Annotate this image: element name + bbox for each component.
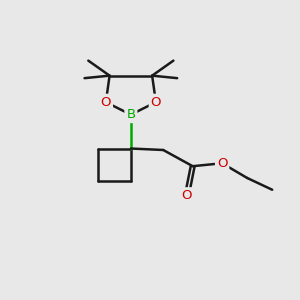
Text: O: O [217, 157, 227, 170]
Text: O: O [100, 96, 111, 109]
Text: B: B [126, 108, 135, 121]
Text: O: O [151, 96, 161, 109]
Text: O: O [182, 189, 192, 202]
